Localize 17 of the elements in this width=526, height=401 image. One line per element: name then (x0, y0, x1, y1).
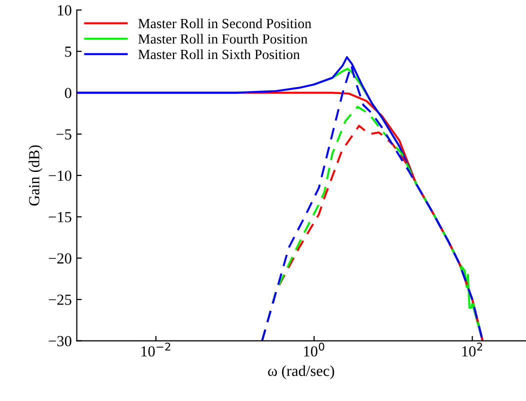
legend-label: Master Roll in Second Position (138, 18, 312, 28)
legend-label: Master Roll in Fourth Position (138, 34, 308, 44)
y-tick-label: −15 (48, 212, 72, 222)
x-tick-label: 10$^{−2}$ (141, 342, 170, 357)
y-tick-label: −20 (48, 253, 72, 264)
x-axis-title: ω (rad/sec) (268, 365, 334, 380)
y-tick-label: −25 (48, 294, 72, 305)
y-tick-label: −10 (48, 170, 72, 181)
y-axis-title: Gain (dB) (28, 145, 42, 206)
y-tick-label: 5 (65, 46, 72, 57)
y-tick-label: −30 (48, 336, 72, 346)
y-tick-label: 10 (58, 5, 72, 16)
x-tick-label: 10$^{0}$ (304, 342, 324, 357)
legend-label: Master Roll in Sixth Position (138, 49, 300, 60)
x-tick-label: 10$^{2}$ (462, 342, 482, 357)
y-tick-label: −5 (56, 129, 72, 140)
y-tick-label: 0 (64, 88, 72, 98)
